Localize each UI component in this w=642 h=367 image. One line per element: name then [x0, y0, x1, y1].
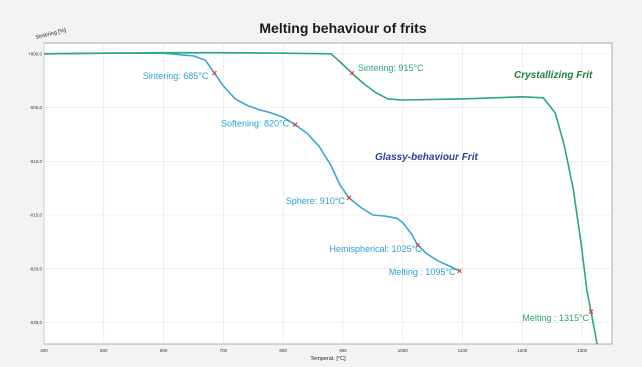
annotation-marker	[346, 195, 352, 201]
x-tick-label: 800	[279, 348, 287, 353]
annotation-label: Melting : 1095°C	[389, 267, 456, 277]
annotation-marker	[292, 122, 298, 128]
series-line-0	[43, 52, 460, 272]
series-line-1	[43, 51, 598, 345]
x-tick-label: 1300	[577, 348, 588, 353]
y-tick-label: -010,0	[29, 159, 42, 164]
y-tick-label: -025,0	[29, 320, 42, 325]
y-tick-label: -015,0	[29, 213, 42, 218]
x-tick-label: 600	[160, 348, 168, 353]
annotation-label: Sintering: 685°C	[143, 71, 209, 81]
annotation-marker	[349, 70, 355, 76]
series-label: Crystallizing Frit	[514, 70, 593, 81]
x-tick-label: 900	[339, 348, 347, 353]
x-tick-label: 1200	[517, 348, 528, 353]
annotation-marker	[415, 242, 421, 248]
annotation-label: Softening: 820°C	[221, 119, 290, 129]
x-tick-label: 400	[40, 348, 48, 353]
x-tick-label: 700	[220, 348, 228, 353]
x-axis-label: Temperat. [°C]	[310, 356, 346, 362]
chart-title: Melting behaviour of frits	[259, 20, 426, 36]
y-tick-label: +000,0	[28, 51, 42, 56]
series-label: Glassy-behaviour Frit	[375, 152, 478, 163]
x-tick-label: 1100	[458, 348, 468, 353]
x-tick-label: 500	[100, 348, 108, 353]
annotation-label: Sintering: 915°C	[358, 63, 424, 73]
annotation-label: Melting : 1315°C	[522, 313, 589, 323]
y-tick-label: -005,0	[29, 105, 42, 110]
annotation-marker	[588, 309, 594, 315]
x-tick-label: 1000	[398, 348, 409, 353]
annotation-label: Hemispherical: 1025°C	[330, 244, 423, 254]
annotation-label: Sphere: 910°C	[286, 196, 346, 206]
annotation-marker	[212, 70, 217, 76]
annotation-marker	[457, 268, 462, 274]
y-tick-label: -020,0	[29, 266, 42, 271]
plot-area	[43, 42, 613, 345]
